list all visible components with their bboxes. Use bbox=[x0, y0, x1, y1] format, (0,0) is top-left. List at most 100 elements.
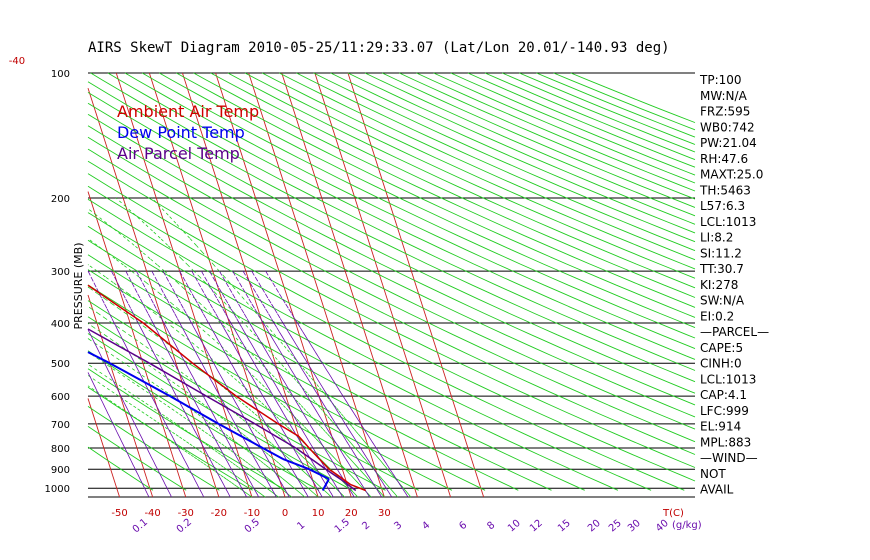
mixing-ratio-tick-label: 20 bbox=[586, 518, 603, 535]
pressure-tick-label: 300 bbox=[51, 267, 70, 278]
index-value: KI:278 bbox=[700, 278, 738, 292]
mixing-ratio-tick-label: 3 bbox=[392, 520, 404, 533]
pressure-tick-label: 400 bbox=[51, 319, 70, 330]
index-value: LCL:1013 bbox=[700, 372, 756, 386]
parcel-profile-line bbox=[87, 328, 357, 492]
isotherm-line bbox=[87, 191, 187, 498]
pressure-tick-label: 100 bbox=[51, 69, 70, 80]
dry-adiabat-line bbox=[382, 72, 696, 208]
dry-adiabat-line bbox=[433, 72, 696, 184]
dry-adiabat-line bbox=[484, 72, 696, 161]
dry-adiabat-line bbox=[87, 102, 696, 406]
mixing-ratio-line bbox=[87, 372, 150, 498]
pressure-tick-label: 800 bbox=[51, 444, 70, 455]
index-value: MPL:883 bbox=[700, 435, 751, 449]
dry-adiabat-line bbox=[87, 160, 696, 468]
legend-ambient-air-temp: Ambient Air Temp bbox=[117, 102, 259, 121]
mixing-ratio-line bbox=[232, 270, 370, 498]
mixing-ratio-unit-label: (g/kg) bbox=[672, 520, 702, 531]
y-axis-label: PRESSURE (MB) bbox=[72, 243, 85, 330]
moist-adiabat-line bbox=[87, 323, 319, 498]
mixing-ratio-line bbox=[265, 270, 409, 498]
dry-adiabat-line bbox=[124, 72, 696, 350]
isotherm-line bbox=[87, 294, 154, 498]
mixing-ratio-tick-label: 2 bbox=[360, 520, 372, 533]
dry-adiabat-line bbox=[570, 72, 696, 124]
mixing-ratio-line bbox=[201, 270, 334, 498]
mixing-ratio-line bbox=[136, 270, 260, 498]
mixing-ratio-tick-label: 0.1 bbox=[131, 517, 150, 536]
mixing-ratio-line bbox=[242, 270, 383, 498]
index-value: LCL:1013 bbox=[700, 215, 756, 229]
mixing-ratio-tick-label: 25 bbox=[607, 518, 624, 535]
bottom-temperature-tick-label: -40 bbox=[144, 508, 160, 519]
mixing-ratio-line bbox=[209, 270, 344, 498]
dry-adiabat-line bbox=[536, 72, 696, 138]
index-value: CAPE:5 bbox=[700, 341, 743, 355]
dry-adiabat-line bbox=[296, 72, 696, 252]
moist-adiabat-line bbox=[87, 374, 266, 498]
pressure-tick-label: 1000 bbox=[45, 484, 70, 495]
index-value: RH:47.6 bbox=[700, 152, 748, 166]
index-value: SI:11.2 bbox=[700, 246, 742, 260]
isotherm-line bbox=[182, 72, 319, 498]
bottom-temperature-tick-label: -10 bbox=[244, 508, 260, 519]
isotherm-line bbox=[87, 398, 120, 498]
dry-adiabat-line bbox=[227, 72, 696, 289]
mixing-ratio-tick-label: 6 bbox=[457, 520, 469, 533]
dry-adiabat-line bbox=[87, 114, 696, 418]
index-value: TH:5463 bbox=[699, 183, 751, 197]
dry-adiabat-line bbox=[261, 72, 696, 270]
dry-adiabat-line bbox=[87, 125, 696, 430]
isotherm-line bbox=[314, 72, 451, 498]
index-value: NOT bbox=[700, 467, 726, 481]
bottom-temperature-unit-label: T(C) bbox=[662, 508, 684, 519]
index-value: —WIND— bbox=[700, 451, 758, 465]
bottom-temperature-tick-label: 10 bbox=[312, 508, 325, 519]
legend-air-parcel-temp: Air Parcel Temp bbox=[117, 144, 240, 163]
mixing-ratio-tick-label: 10 bbox=[506, 518, 523, 535]
bottom-temperature-tick-label: 0 bbox=[282, 508, 288, 519]
dry-adiabat-line bbox=[87, 446, 154, 491]
index-value: EL:914 bbox=[700, 420, 741, 434]
dry-adiabat-line bbox=[519, 72, 696, 145]
dry-adiabat-line bbox=[107, 72, 696, 360]
index-value: MAXT:25.0 bbox=[700, 168, 763, 182]
mixing-ratio-tick-label: 1 bbox=[295, 520, 307, 533]
dry-adiabat-line bbox=[313, 72, 696, 243]
index-value: —PARCEL— bbox=[700, 325, 769, 339]
pressure-tick-label: 500 bbox=[51, 359, 70, 370]
index-value: TP:100 bbox=[699, 73, 742, 87]
moist-adiabat-line bbox=[87, 306, 332, 498]
mixing-ratio-line bbox=[251, 270, 393, 498]
pressure-tick-label: 600 bbox=[51, 392, 70, 403]
index-value: PW:21.04 bbox=[700, 136, 757, 150]
index-value: SW:N/A bbox=[700, 294, 745, 308]
isotherm-line bbox=[87, 87, 220, 498]
mixing-ratio-line bbox=[87, 329, 172, 498]
index-value: EI:0.2 bbox=[700, 309, 734, 323]
dry-adiabat-line bbox=[193, 72, 696, 308]
mixing-ratio-tick-label: 4 bbox=[420, 520, 432, 533]
mixing-ratio-line bbox=[111, 270, 231, 498]
bottom-temperature-tick-label: 20 bbox=[345, 508, 358, 519]
top-temperature-tick-label: -40 bbox=[9, 56, 25, 67]
dewpoint-profile-line bbox=[87, 351, 330, 491]
mixing-ratio-tick-label: 12 bbox=[528, 518, 545, 535]
mixing-ratio-tick-label: 15 bbox=[556, 518, 573, 535]
dry-adiabat-line bbox=[87, 198, 652, 491]
dry-adiabat-line bbox=[141, 72, 696, 339]
mixing-ratio-tick-label: 40 bbox=[654, 518, 671, 535]
dry-adiabat-line bbox=[553, 72, 696, 131]
mixing-ratio-tick-label: 0.5 bbox=[243, 517, 262, 536]
isotherm-line bbox=[281, 72, 418, 498]
index-value: WB0:742 bbox=[700, 120, 755, 134]
bottom-temperature-tick-label: -30 bbox=[178, 508, 194, 519]
dry-adiabat-line bbox=[87, 269, 486, 491]
index-value: CAP:4.1 bbox=[700, 388, 747, 402]
index-value: TT:30.7 bbox=[699, 262, 744, 276]
index-value: MW:N/A bbox=[700, 89, 748, 103]
isotherm-line bbox=[347, 72, 485, 498]
bottom-temperature-tick-label: -20 bbox=[211, 508, 227, 519]
